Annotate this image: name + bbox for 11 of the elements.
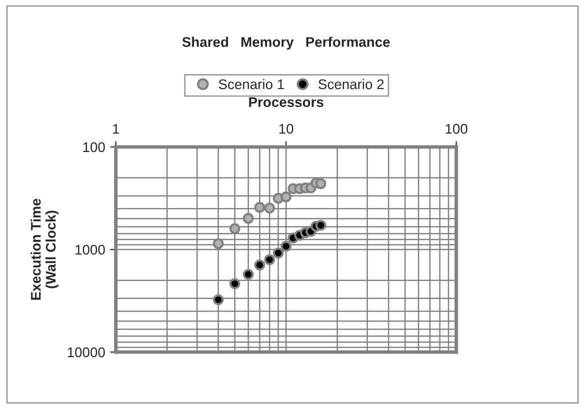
- x-axis-title: Processors: [249, 97, 324, 108]
- x-tick-label: 10: [279, 124, 294, 134]
- y-tick-label: 10000: [68, 347, 105, 358]
- x-tick-label: 1: [113, 124, 120, 134]
- x-tick-label: 100: [446, 124, 468, 134]
- y-axis-title: Execution Time (Wall Clock): [30, 198, 58, 300]
- chart-title: Shared Memory Performance: [182, 36, 390, 50]
- legend-label: Scenario 1: [218, 78, 284, 90]
- legend-label: Scenario 2: [318, 78, 384, 90]
- y-tick-label: 1000: [76, 244, 105, 255]
- y-tick-label: 100: [83, 142, 105, 152]
